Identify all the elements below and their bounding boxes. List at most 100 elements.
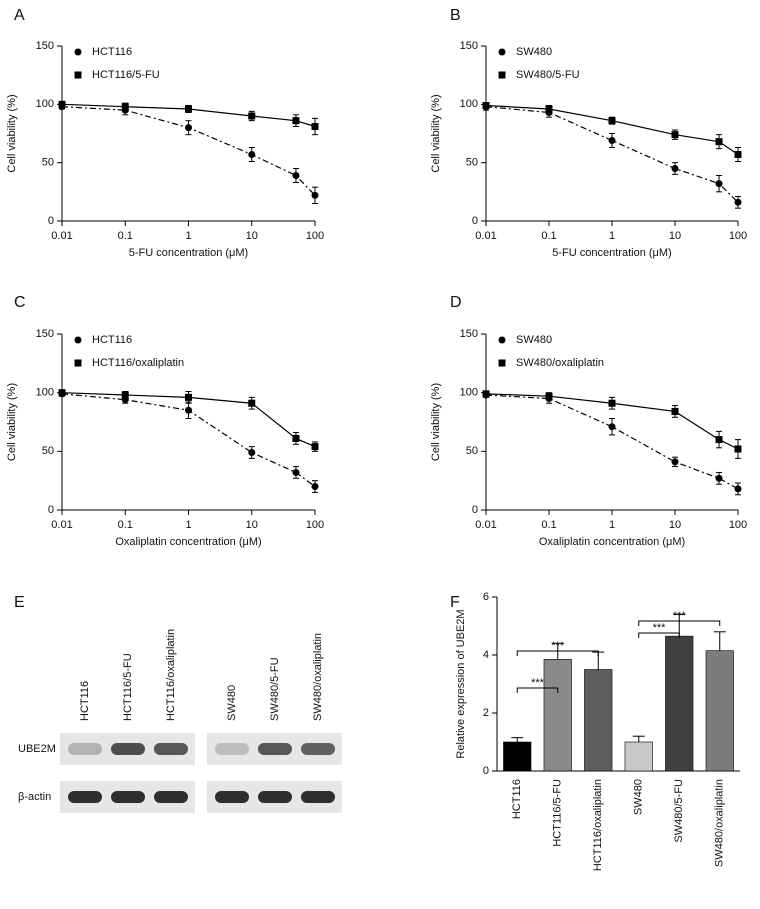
marker bbox=[715, 474, 723, 482]
bar bbox=[705, 650, 734, 772]
marker bbox=[608, 137, 616, 144]
band bbox=[111, 791, 145, 803]
marker bbox=[734, 151, 742, 158]
marker bbox=[58, 100, 66, 108]
marker bbox=[671, 165, 679, 172]
x-tick-label: HCT116 bbox=[511, 779, 523, 819]
band bbox=[215, 791, 249, 803]
x-axis-label: 5-FU concentration (μM) bbox=[129, 247, 248, 259]
x-tick-label: 1 bbox=[609, 519, 615, 531]
y-tick-label: 0 bbox=[472, 504, 478, 516]
y-tick-label: 150 bbox=[460, 40, 478, 52]
y-tick-label: 50 bbox=[466, 157, 478, 169]
marker bbox=[498, 71, 506, 79]
marker bbox=[292, 117, 300, 125]
significance-bracket bbox=[638, 632, 680, 638]
y-tick-label: 4 bbox=[483, 649, 489, 661]
marker bbox=[185, 393, 192, 401]
panel-label: C bbox=[14, 294, 26, 311]
y-axis-label: Cell viability (%) bbox=[430, 94, 442, 172]
marker bbox=[74, 359, 82, 367]
legend-label: HCT116/oxaliplatin bbox=[92, 357, 184, 369]
y-tick-label: 100 bbox=[460, 387, 478, 399]
panel-label: B bbox=[450, 7, 461, 24]
marker bbox=[121, 391, 129, 399]
x-tick-label: 1 bbox=[609, 230, 615, 242]
significance-bracket bbox=[638, 620, 721, 626]
panel-label: E bbox=[14, 594, 25, 611]
band bbox=[301, 791, 335, 803]
marker bbox=[498, 359, 506, 367]
x-tick-label: 1 bbox=[185, 519, 191, 531]
significance-label: *** bbox=[673, 610, 687, 622]
legend-label: SW480 bbox=[516, 334, 552, 346]
marker bbox=[248, 399, 256, 407]
panel-label: D bbox=[450, 294, 462, 311]
series-line bbox=[485, 106, 739, 203]
x-tick-label: 100 bbox=[306, 519, 324, 531]
marker bbox=[608, 423, 616, 431]
bar bbox=[584, 669, 613, 772]
x-tick-label: SW480/5-FU bbox=[673, 779, 685, 843]
bar bbox=[624, 741, 653, 772]
y-axis-label: Relative expression of UBE2M bbox=[455, 609, 467, 758]
bar bbox=[665, 635, 694, 772]
band bbox=[154, 791, 188, 803]
y-tick-label: 150 bbox=[36, 328, 54, 340]
legend-label: SW480/5-FU bbox=[516, 69, 580, 81]
marker bbox=[545, 105, 553, 113]
marker bbox=[292, 172, 300, 179]
x-tick-label: HCT116/oxaliplatin bbox=[592, 779, 604, 871]
band bbox=[111, 743, 145, 755]
marker bbox=[311, 443, 319, 451]
band bbox=[258, 791, 292, 803]
y-tick-label: 100 bbox=[36, 98, 54, 110]
marker bbox=[734, 198, 742, 206]
y-tick-label: 50 bbox=[42, 445, 54, 457]
series-line bbox=[485, 394, 739, 490]
x-tick-label: 10 bbox=[246, 230, 258, 242]
x-tick-label: 0.1 bbox=[118, 519, 133, 531]
marker bbox=[715, 436, 723, 444]
bar bbox=[503, 741, 532, 772]
x-tick-label: HCT116/5-FU bbox=[552, 779, 564, 847]
x-tick-label: 100 bbox=[306, 230, 324, 242]
x-tick-label: 0.01 bbox=[475, 519, 496, 531]
marker bbox=[734, 445, 742, 453]
marker bbox=[74, 71, 82, 79]
x-tick-label: 100 bbox=[729, 230, 747, 242]
y-axis-label: Cell viability (%) bbox=[6, 94, 18, 172]
significance-label: *** bbox=[653, 622, 667, 634]
band bbox=[68, 743, 102, 755]
marker bbox=[715, 180, 723, 188]
x-tick-label: 0.01 bbox=[51, 230, 72, 242]
x-tick-label: 0.01 bbox=[51, 519, 72, 531]
x-tick-label: 10 bbox=[669, 519, 681, 531]
marker bbox=[74, 48, 82, 56]
bar bbox=[543, 659, 572, 772]
y-tick-label: 50 bbox=[466, 445, 478, 457]
row-label: UBE2M bbox=[18, 743, 56, 755]
marker bbox=[248, 449, 256, 457]
y-tick-label: 100 bbox=[460, 98, 478, 110]
marker bbox=[185, 124, 192, 132]
x-tick-label: 0.1 bbox=[118, 230, 133, 242]
marker bbox=[248, 112, 256, 120]
lane-label: SW480/oxaliplatin bbox=[312, 633, 324, 721]
band bbox=[68, 791, 102, 803]
y-tick-label: 0 bbox=[48, 215, 54, 227]
lane-label: HCT116/5-FU bbox=[122, 653, 134, 721]
marker bbox=[671, 407, 679, 415]
y-axis-label: Cell viability (%) bbox=[430, 383, 442, 461]
marker bbox=[74, 336, 82, 344]
marker bbox=[498, 48, 506, 56]
marker bbox=[482, 390, 490, 398]
legend-label: HCT116/5-FU bbox=[92, 69, 160, 81]
y-tick-label: 50 bbox=[42, 157, 54, 169]
x-tick-label: 1 bbox=[185, 230, 191, 242]
legend-label: HCT116 bbox=[92, 334, 132, 346]
marker bbox=[608, 399, 616, 407]
marker bbox=[248, 151, 256, 158]
x-tick-label: SW480 bbox=[633, 779, 645, 815]
